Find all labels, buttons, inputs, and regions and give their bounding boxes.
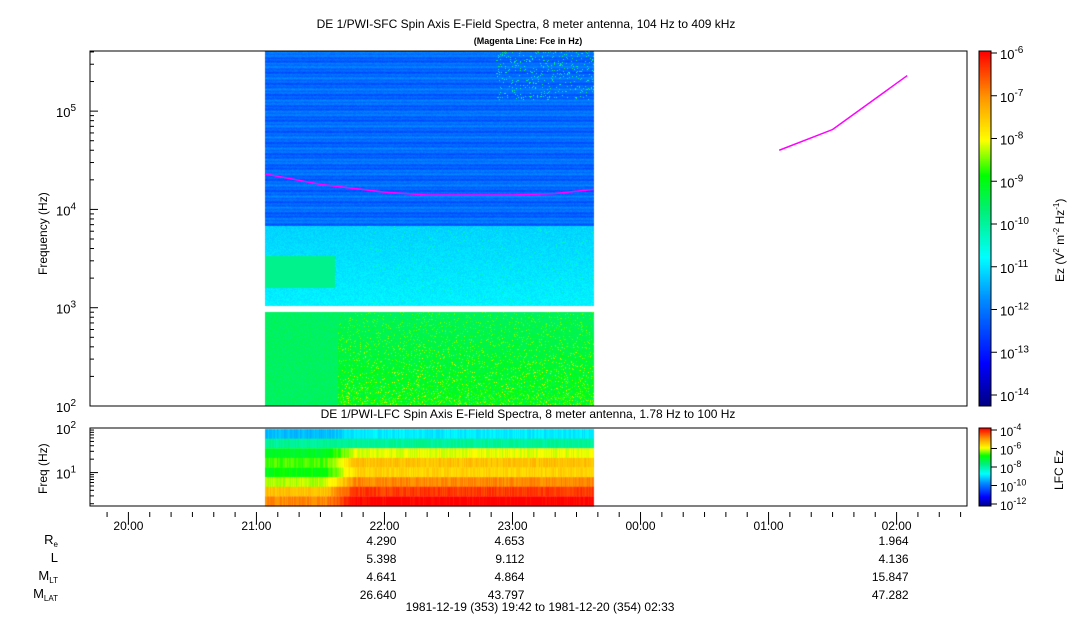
y-tick-label: 102 — [56, 420, 76, 437]
lfc-title: DE 1/PWI-LFC Spin Axis E-Field Spectra, … — [320, 407, 736, 421]
colorbar-tick-label: 10-13 — [1000, 344, 1029, 361]
lfc-colorbar — [978, 427, 992, 507]
ephemeris-value: 4.864 — [494, 570, 525, 584]
colorbar-tick-label: 10-12 — [1000, 302, 1029, 319]
x-tick-label: 21:00 — [241, 519, 271, 533]
colorbar-tick-label: 10-6 — [1000, 441, 1021, 458]
colorbar-tick-label: 10-10 — [1000, 478, 1026, 495]
x-tick-label: 01:00 — [754, 519, 784, 533]
ephemeris-value: 4.136 — [878, 552, 909, 566]
lfc-plot-frame — [89, 427, 968, 507]
time-range-footer: 1981-12-19 (353) 19:42 to 1981-12-20 (35… — [405, 600, 675, 614]
ephemeris-value: 26.640 — [359, 588, 397, 602]
ephemeris-label-re: Re — [44, 532, 58, 549]
ephemeris-value: 4.653 — [494, 534, 525, 548]
ephemeris-value: 1.964 — [878, 534, 909, 548]
sfc-colorbar-label: Ez (V2 m-2 Hz-1) — [1052, 198, 1067, 282]
ephemeris-value: 43.797 — [487, 588, 525, 602]
ephemeris-label-l: L — [50, 550, 58, 565]
ephemeris-label-mlat: MLAT — [33, 586, 58, 603]
sfc-ylabel: Frequency (Hz) — [36, 192, 50, 275]
colorbar-tick-label: 10-8 — [1000, 459, 1021, 476]
x-tick-label: 20:00 — [113, 519, 143, 533]
x-tick-label: 23:00 — [497, 519, 527, 533]
y-tick-label: 105 — [56, 103, 76, 120]
ephemeris-label-mlt: MLT — [38, 568, 58, 585]
colorbar-tick-label: 10-7 — [1000, 88, 1024, 105]
x-tick-label: 00:00 — [626, 519, 656, 533]
x-tick-label: 02:00 — [882, 519, 912, 533]
colorbar-tick-label: 10-8 — [1000, 131, 1024, 148]
y-tick-label: 101 — [56, 465, 76, 482]
colorbar-tick-label: 10-9 — [1000, 173, 1024, 190]
x-tick-label: 22:00 — [369, 519, 399, 533]
ephemeris-value: 4.641 — [366, 570, 397, 584]
y-tick-label: 102 — [56, 398, 76, 415]
sfc-title: DE 1/PWI-SFC Spin Axis E-Field Spectra, … — [316, 17, 736, 31]
fce-line-1 — [264, 173, 594, 196]
lfc-ylabel: Freq (Hz) — [36, 443, 50, 494]
sfc-plot-frame — [89, 50, 968, 407]
fce-line-2 — [778, 74, 908, 151]
colorbar-tick-label: 10-10 — [1000, 216, 1029, 233]
sfc-colorbar — [978, 50, 992, 407]
y-tick-label: 103 — [56, 300, 76, 317]
y-tick-label: 104 — [56, 201, 76, 218]
ephemeris-value: 5.398 — [366, 552, 397, 566]
colorbar-tick-label: 10-14 — [1000, 387, 1029, 404]
lfc-colorbar-label: LFC Ez — [1052, 449, 1066, 490]
ephemeris-value: 4.290 — [366, 534, 397, 548]
ephemeris-value: 47.282 — [871, 588, 909, 602]
colorbar-tick-label: 10-11 — [1000, 259, 1029, 276]
colorbar-tick-label: 10-6 — [1000, 45, 1024, 62]
colorbar-tick-label: 10-4 — [1000, 422, 1021, 439]
ephemeris-value: 15.847 — [871, 570, 909, 584]
sfc-subtitle: (Magenta Line: Fce in Hz) — [473, 36, 583, 46]
colorbar-tick-label: 10-12 — [1000, 496, 1026, 513]
ephemeris-value: 9.112 — [495, 552, 525, 566]
